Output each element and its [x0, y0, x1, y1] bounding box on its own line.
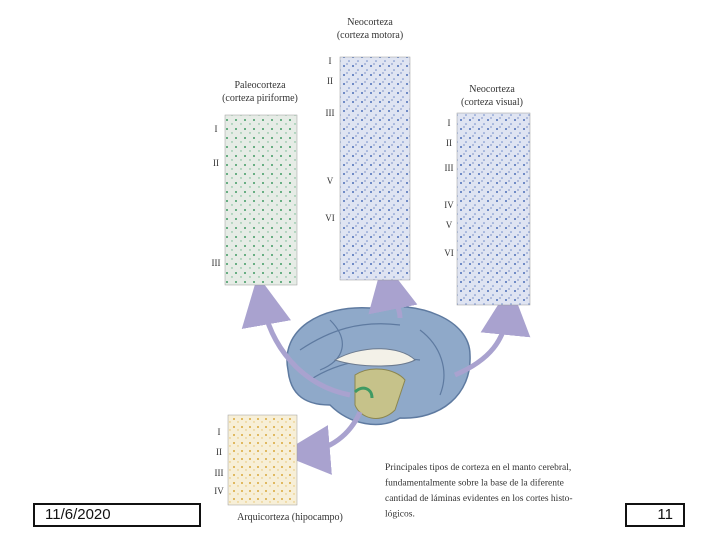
- layer-label: IV: [214, 486, 224, 496]
- cortex-section: [224, 114, 298, 286]
- layer-label: III: [326, 108, 335, 118]
- layer-label: VI: [444, 248, 454, 258]
- layer-label: II: [327, 76, 333, 86]
- arrows: [241, 260, 531, 475]
- layer-label: II: [213, 158, 219, 168]
- date: 11/6/2020: [45, 506, 111, 523]
- layer-label: IV: [444, 200, 454, 210]
- panel-subtitle: (corteza visual): [461, 97, 523, 108]
- layer-label: I: [218, 427, 221, 437]
- layer-label: VI: [325, 213, 335, 223]
- layer-label: V: [446, 220, 453, 230]
- layer-label: I: [448, 118, 451, 128]
- layer-label: V: [327, 176, 334, 186]
- page-number: 11: [657, 506, 673, 523]
- panel-subtitle: (corteza motora): [337, 30, 403, 41]
- layer-label: III: [445, 163, 454, 173]
- layer-label: III: [215, 468, 224, 478]
- layer-label: I: [215, 124, 218, 134]
- caption-line: Principales tipos de corteza en el manto…: [385, 463, 571, 473]
- panel-subtitle: (corteza piriforme): [222, 93, 298, 104]
- caption-line: fundamentalmente sobre la base de la dif…: [385, 478, 564, 489]
- caption-line: lógicos.: [385, 510, 415, 520]
- panel-title: Neocorteza: [469, 84, 515, 95]
- cortex-section: [227, 414, 298, 506]
- date-box: 11/6/2020: [33, 503, 201, 527]
- panel-title: Arquicorteza (hipocampo): [237, 512, 343, 523]
- layer-label: II: [446, 138, 452, 148]
- layer-label: III: [212, 258, 221, 268]
- cortex-section: [456, 112, 531, 306]
- layer-label: I: [329, 56, 332, 66]
- page-box: 11: [625, 503, 685, 527]
- panel-title: Paleocorteza: [234, 80, 286, 91]
- brain: [286, 305, 471, 426]
- caption-line: cantidad de láminas evidentes en los cor…: [385, 494, 573, 504]
- layer-label: II: [216, 447, 222, 457]
- cortex-section: [339, 56, 411, 281]
- panel-title: Neocorteza: [347, 17, 393, 28]
